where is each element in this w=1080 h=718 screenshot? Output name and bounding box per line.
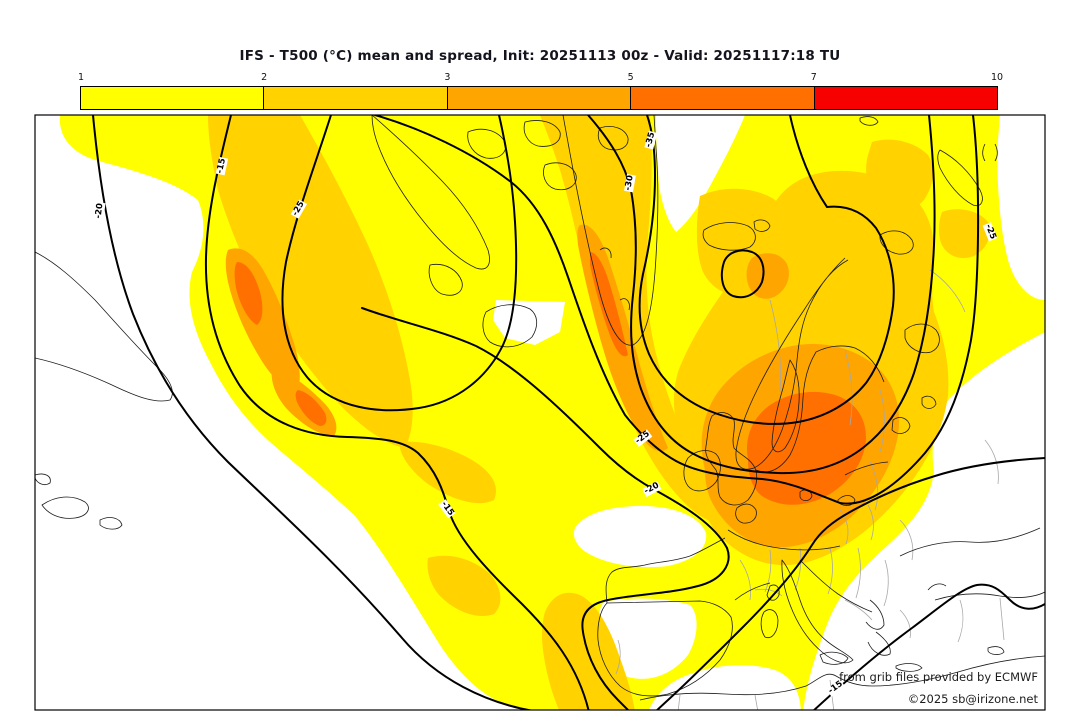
map-frame bbox=[34, 114, 1046, 711]
colorbar-segment bbox=[446, 87, 631, 109]
contour-minus30-central bbox=[587, 115, 936, 475]
attribution-source: from grib files provided by ECMWF bbox=[839, 670, 1038, 684]
mean-contours bbox=[92, 115, 1045, 710]
page-title: IFS - T500 (°C) mean and spread, Init: 2… bbox=[239, 48, 841, 64]
spread-colorbar: 1 2 3 5 7 10 bbox=[78, 72, 1003, 110]
contour-minus15-corner bbox=[812, 583, 1045, 710]
contour-minus25-central bbox=[374, 115, 980, 505]
colorbar-tick-label: 7 bbox=[810, 72, 817, 83]
colorbar-tick-label: 10 bbox=[990, 72, 1004, 83]
contour-minus15-west bbox=[204, 115, 590, 710]
contour-closed-svalbard bbox=[720, 249, 765, 299]
colorbar-segment bbox=[630, 87, 814, 109]
colorbar-tick-label: 1 bbox=[77, 72, 85, 83]
colorbar-segment bbox=[263, 87, 447, 109]
contour-minus20-west bbox=[92, 115, 535, 710]
colorbar-tick-label: 3 bbox=[444, 72, 451, 83]
contour-minus15-southeast bbox=[655, 457, 1045, 710]
attribution-copyright: ©2025 sb@irizone.net bbox=[907, 692, 1038, 706]
colorbar-tick-label: 5 bbox=[627, 72, 634, 83]
contour-minus35-central bbox=[638, 115, 895, 425]
fill-darkorange-regions bbox=[234, 252, 866, 505]
coastlines bbox=[35, 115, 1045, 701]
colorbar-tick-label: 2 bbox=[261, 72, 268, 83]
contour-minus25-west bbox=[281, 115, 518, 412]
fill-white-regions bbox=[35, 115, 1045, 710]
contour-minus20-south bbox=[361, 307, 730, 710]
country-borders bbox=[615, 269, 1005, 710]
colorbar-segment bbox=[81, 87, 264, 109]
colorbar-segment bbox=[813, 87, 998, 109]
